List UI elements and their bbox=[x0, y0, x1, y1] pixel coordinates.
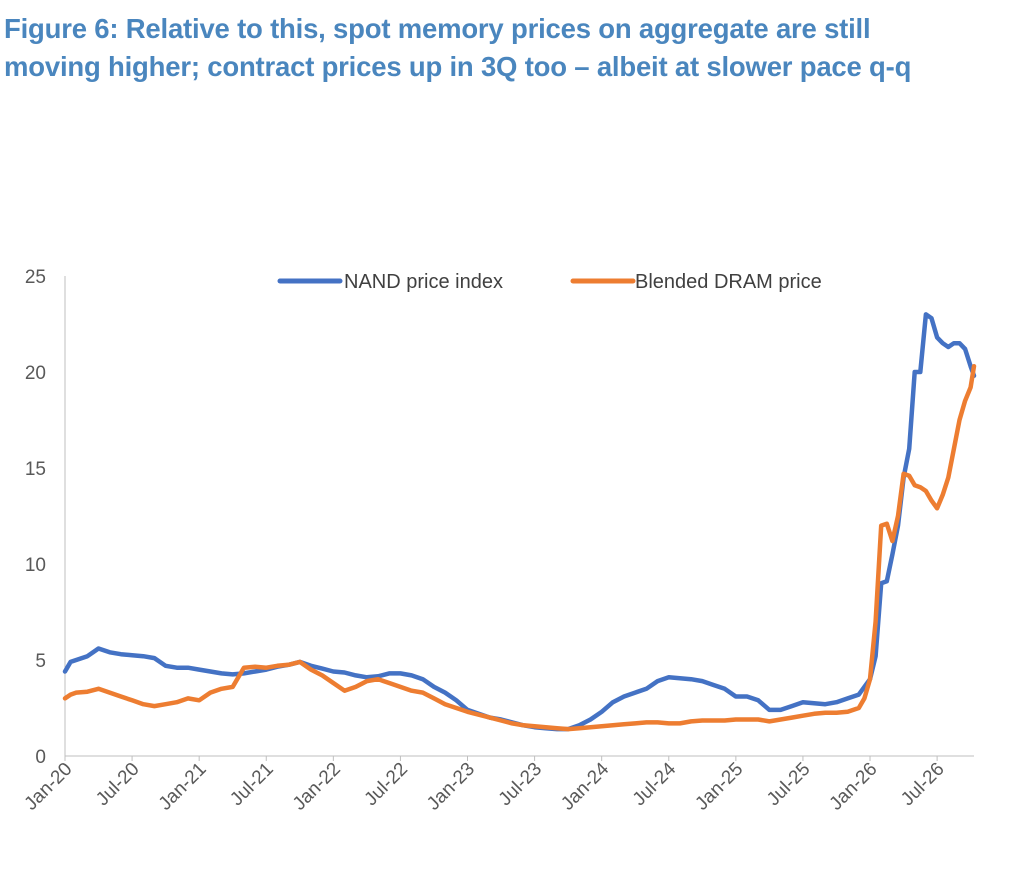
y-tick-label: 15 bbox=[25, 459, 46, 480]
chart-title-line-1: Figure 6: Relative to this, spot memory … bbox=[4, 13, 871, 44]
x-tick-label: Jan-22 bbox=[289, 759, 345, 815]
legend-label-dram: Blended DRAM price bbox=[635, 271, 822, 293]
x-tick-label: Jan-26 bbox=[826, 759, 882, 815]
x-tick-label: Jan-20 bbox=[21, 759, 77, 815]
y-tick-label: 0 bbox=[35, 747, 46, 768]
x-tick-label: Jul-22 bbox=[361, 759, 412, 810]
y-tick-label: 10 bbox=[25, 555, 46, 576]
x-tick-label: Jul-21 bbox=[226, 759, 277, 810]
x-tick-label: Jan-23 bbox=[423, 759, 479, 815]
y-tick-label: 20 bbox=[25, 363, 46, 384]
x-tick-label: Jul-24 bbox=[629, 758, 681, 810]
x-tick-label: Jul-25 bbox=[763, 759, 814, 810]
y-tick-label: 25 bbox=[25, 267, 46, 288]
series-line-dram bbox=[62, 363, 977, 732]
x-tick-label: Jan-24 bbox=[557, 758, 613, 814]
x-tick-label: Jul-20 bbox=[92, 759, 143, 810]
x-tick-label: Jan-25 bbox=[691, 759, 747, 815]
chart-title-line-2: moving higher; contract prices up in 3Q … bbox=[4, 51, 912, 82]
legend: NAND price index Blended DRAM price bbox=[277, 271, 822, 293]
x-tick-label: Jul-26 bbox=[897, 759, 948, 810]
x-tick-label: Jan-21 bbox=[155, 759, 211, 815]
series-layer bbox=[62, 312, 977, 732]
y-axis: 0 5 10 15 20 25 bbox=[25, 267, 66, 768]
legend-label-nand: NAND price index bbox=[344, 271, 503, 293]
series-line-nand bbox=[62, 312, 977, 732]
x-axis: Jan-20 Jul-20 Jan-21 Jul-21 Jan-22 Jul-22 Jan-… bbox=[21, 755, 974, 815]
chart-title: Figure 6: Relative to this, spot memory … bbox=[4, 10, 1009, 86]
y-tick-label: 5 bbox=[35, 651, 46, 672]
x-tick-label: Jul-23 bbox=[495, 759, 546, 810]
